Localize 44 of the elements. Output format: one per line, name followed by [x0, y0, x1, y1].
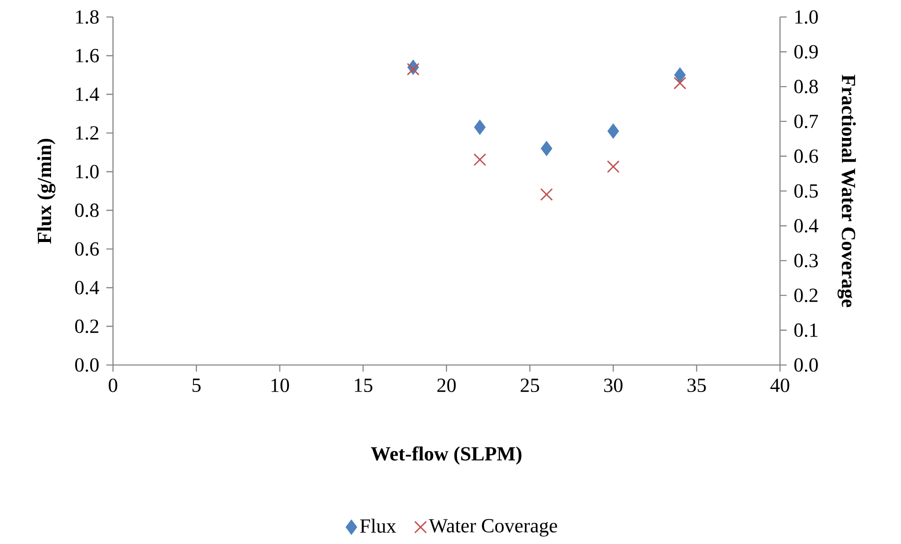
y2-tick-label: 0.3	[794, 254, 818, 268]
x-tick-label: 25	[520, 378, 540, 392]
point	[540, 140, 552, 156]
y-tick-label: 0.2	[75, 320, 98, 334]
y-tick-label: 0.8	[75, 204, 99, 218]
x-tick-label: 10	[272, 378, 289, 392]
point	[606, 160, 620, 173]
y2-tick-label: 1.0	[795, 10, 818, 24]
point	[674, 67, 686, 83]
legend-label: Water Coverage	[428, 519, 558, 537]
y-axis-title: Flux (g/min)	[37, 138, 56, 244]
legend-label: Flux	[360, 518, 396, 533]
x-tick-label: 40	[770, 378, 790, 392]
x-tick-label: 0	[108, 378, 118, 392]
point	[674, 76, 686, 90]
y2-tick-label: 0.9	[794, 45, 818, 59]
y2-tick-label: 0.4	[794, 219, 818, 233]
point	[474, 153, 486, 166]
point	[474, 120, 486, 135]
y-tick-label: 1.0	[76, 164, 99, 178]
y-tick-label: 1.2	[76, 126, 98, 140]
x-tick-label: 30	[604, 378, 622, 392]
x-tick-label: 20	[437, 378, 456, 392]
x-tick-label: 35	[688, 378, 706, 392]
y-tick-label: 1.8	[76, 10, 99, 24]
y-tick-label: 0.0	[75, 358, 99, 372]
y-tick-label: 1.6	[76, 48, 99, 62]
y2-tick-label: 0.5	[794, 184, 818, 198]
y-tick-label: 1.4	[76, 88, 100, 102]
point	[607, 123, 620, 139]
y2-tick-label: 0.0	[794, 358, 818, 372]
x-tick-label: 15	[354, 378, 372, 392]
y2-axis-title: Fractional Water Coverage	[838, 74, 856, 308]
y2-tick-label: 0.6	[794, 149, 818, 163]
x-tick-label: 5	[192, 378, 201, 392]
y2-tick-label: 0.2	[794, 288, 818, 302]
point	[406, 62, 420, 76]
point	[540, 188, 553, 201]
y2-tick-label: 0.8	[794, 80, 818, 94]
y-tick-label: 0.6	[75, 242, 99, 256]
y-tick-label: 0.4	[75, 280, 100, 294]
y2-tick-label: 0.7	[794, 114, 818, 128]
y2-tick-label: 0.1	[794, 323, 818, 337]
x-axis-title: Wet-flow (SLPM)	[370, 446, 522, 465]
